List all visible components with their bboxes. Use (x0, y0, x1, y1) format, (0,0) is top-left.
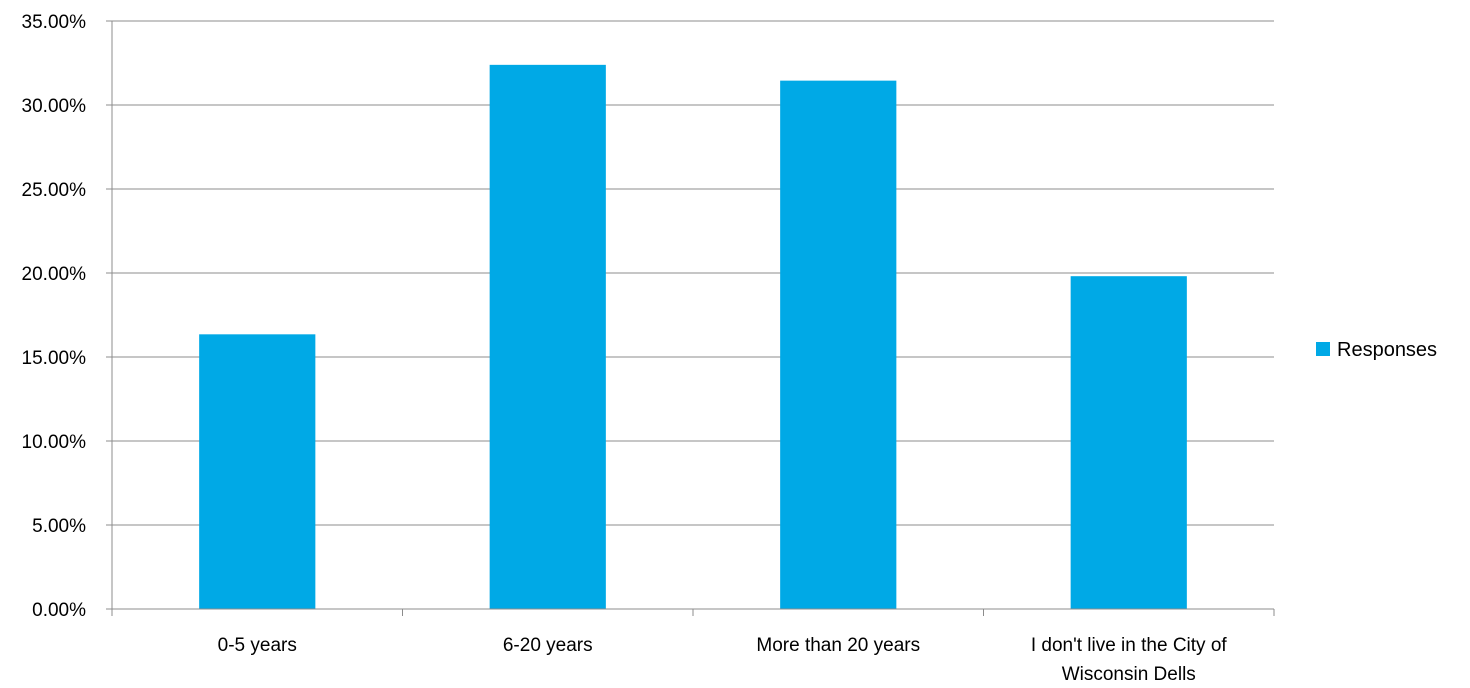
bar (199, 334, 316, 609)
x-category-label: 6-20 years (503, 635, 593, 656)
x-category-label: 0-5 years (218, 635, 297, 656)
y-tick-label: 25.00% (22, 180, 87, 201)
y-tick-label: 10.00% (22, 432, 87, 453)
x-axis-category-labels: 0-5 years 6-20 years More than 20 years I d… (218, 635, 1228, 685)
y-tick-label: 20.00% (22, 264, 87, 285)
y-tick-label: 30.00% (22, 96, 87, 117)
bar (1070, 276, 1187, 609)
bar (780, 80, 897, 609)
bar (489, 64, 606, 609)
legend-swatch (1316, 342, 1330, 356)
y-tick-label: 5.00% (32, 516, 86, 537)
x-category-label: I don't live in the City of (1031, 635, 1228, 656)
legend: Responses (1316, 339, 1437, 361)
x-category-label: More than 20 years (756, 635, 920, 656)
y-tick-label: 0.00% (32, 600, 86, 621)
y-axis-tick-labels: 0.00% 5.00% 10.00% 15.00% 20.00% 25.00% 30.00%… (22, 12, 87, 621)
y-tick-label: 15.00% (22, 348, 87, 369)
y-tick-label: 35.00% (22, 12, 87, 33)
legend-label: Responses (1337, 339, 1437, 361)
x-category-label: Wisconsin Dells (1062, 664, 1196, 685)
bars (199, 64, 1187, 609)
x-axis (106, 608, 1275, 616)
